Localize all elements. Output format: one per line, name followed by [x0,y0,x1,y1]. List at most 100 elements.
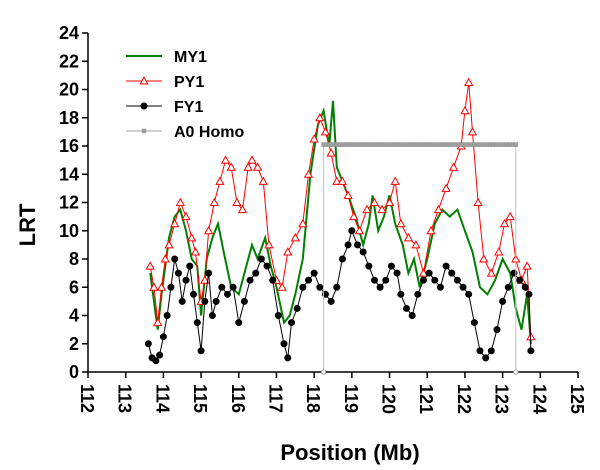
data-point-fy1 [527,347,535,355]
legend-label-fy1: FY1 [174,99,203,116]
data-point-fy1 [316,283,324,291]
data-point-py1 [362,204,372,214]
data-point-py1 [209,197,219,207]
legend-label-a0-homo: A0 Homo [174,124,244,141]
data-point-py1 [309,134,319,143]
x-tick-label: 122 [454,384,474,414]
x-tick-label: 114 [152,384,172,413]
data-point-py1 [403,232,414,242]
y-tick-label: 14 [59,164,79,184]
legend-marker-fy1 [140,102,148,110]
y-tick-label: 20 [59,80,79,100]
data-point-fy1 [310,269,318,277]
data-point-fy1 [470,319,478,327]
data-point-py1 [258,176,268,185]
y-tick-label: 0 [69,362,79,382]
data-point-py1 [369,197,380,207]
data-point-py1 [190,247,201,256]
data-point-py1 [181,211,191,221]
legend-label-my1: MY1 [174,49,207,66]
data-point-py1 [384,197,395,207]
data-point-fy1 [235,319,243,327]
data-point-fy1 [159,333,167,341]
data-point-fy1 [499,297,507,305]
data-point-fy1 [156,351,164,359]
y-tick-label: 2 [69,334,79,354]
data-point-py1 [164,240,174,249]
data-point-py1 [467,127,478,136]
series-line-fy1 [147,229,532,362]
data-point-fy1 [240,297,248,305]
data-point-fy1 [288,319,296,327]
data-point-fy1 [274,311,282,319]
data-point-py1 [290,232,300,242]
legend-item-a0-homo: A0 Homo [126,124,244,141]
data-point-fy1 [408,311,416,319]
x-tick-label: 112 [77,384,97,413]
data-point-py1 [411,240,421,249]
data-point-fy1 [370,276,378,284]
data-point-fy1 [263,262,271,270]
data-point-py1 [486,268,496,277]
data-point-fy1 [171,255,179,263]
y-tick-label: 18 [59,108,79,128]
y-tick-label: 12 [59,193,79,213]
data-point-fy1 [453,276,461,284]
data-point-py1 [175,197,185,207]
data-point-py1 [160,254,170,263]
data-point-fy1 [338,255,346,263]
data-point-fy1 [205,269,213,277]
data-point-py1 [283,247,293,256]
series-line-my1 [149,100,532,344]
y-tick-label: 6 [69,277,79,297]
data-point-fy1 [493,326,501,334]
data-point-fy1 [465,290,473,298]
data-point-py1 [243,162,253,171]
data-point-py1 [354,225,365,235]
data-point-fy1 [304,276,312,284]
data-point-fy1 [482,354,490,362]
y-tick-label: 24 [59,23,79,43]
data-point-py1 [522,261,532,270]
data-point-py1 [247,155,257,164]
data-point-py1 [200,275,210,284]
legend-marker-py1 [139,76,149,85]
data-point-py1 [252,162,263,171]
data-point-py1 [396,218,406,228]
data-point-py1 [473,197,483,207]
data-point-py1 [226,162,236,171]
data-point-py1 [170,218,180,228]
data-point-fy1 [393,269,401,277]
data-point-fy1 [174,269,182,277]
data-point-fy1 [521,283,529,291]
data-point-fy1 [186,262,194,270]
data-point-fy1 [414,290,422,298]
data-point-py1 [343,190,353,199]
data-point-py1 [203,225,214,235]
data-point-fy1 [525,290,533,298]
data-point-py1 [418,268,429,277]
data-point-fy1 [201,297,209,305]
data-point-py1 [326,148,336,157]
data-point-py1 [349,211,359,221]
data-point-fy1 [476,347,484,355]
x-tick-label: 123 [492,384,512,414]
data-point-py1 [264,240,274,249]
x-tick-label: 124 [529,384,549,414]
data-point-py1 [505,211,515,221]
series-my1 [149,100,532,344]
data-point-fy1 [246,276,254,284]
x-tick-label: 113 [115,384,135,413]
data-point-fy1 [419,276,427,284]
legend: MY1 PY1 FY1 A0 Homo [126,49,244,141]
data-point-py1 [460,105,470,115]
data-point-py1 [298,218,308,228]
y-tick-label: 4 [69,306,79,326]
series-fy1 [144,227,535,365]
data-point-fy1 [182,276,190,284]
data-point-fy1 [387,262,395,270]
data-point-py1 [156,282,167,291]
data-point-py1 [479,254,489,263]
data-point-fy1 [212,297,220,305]
